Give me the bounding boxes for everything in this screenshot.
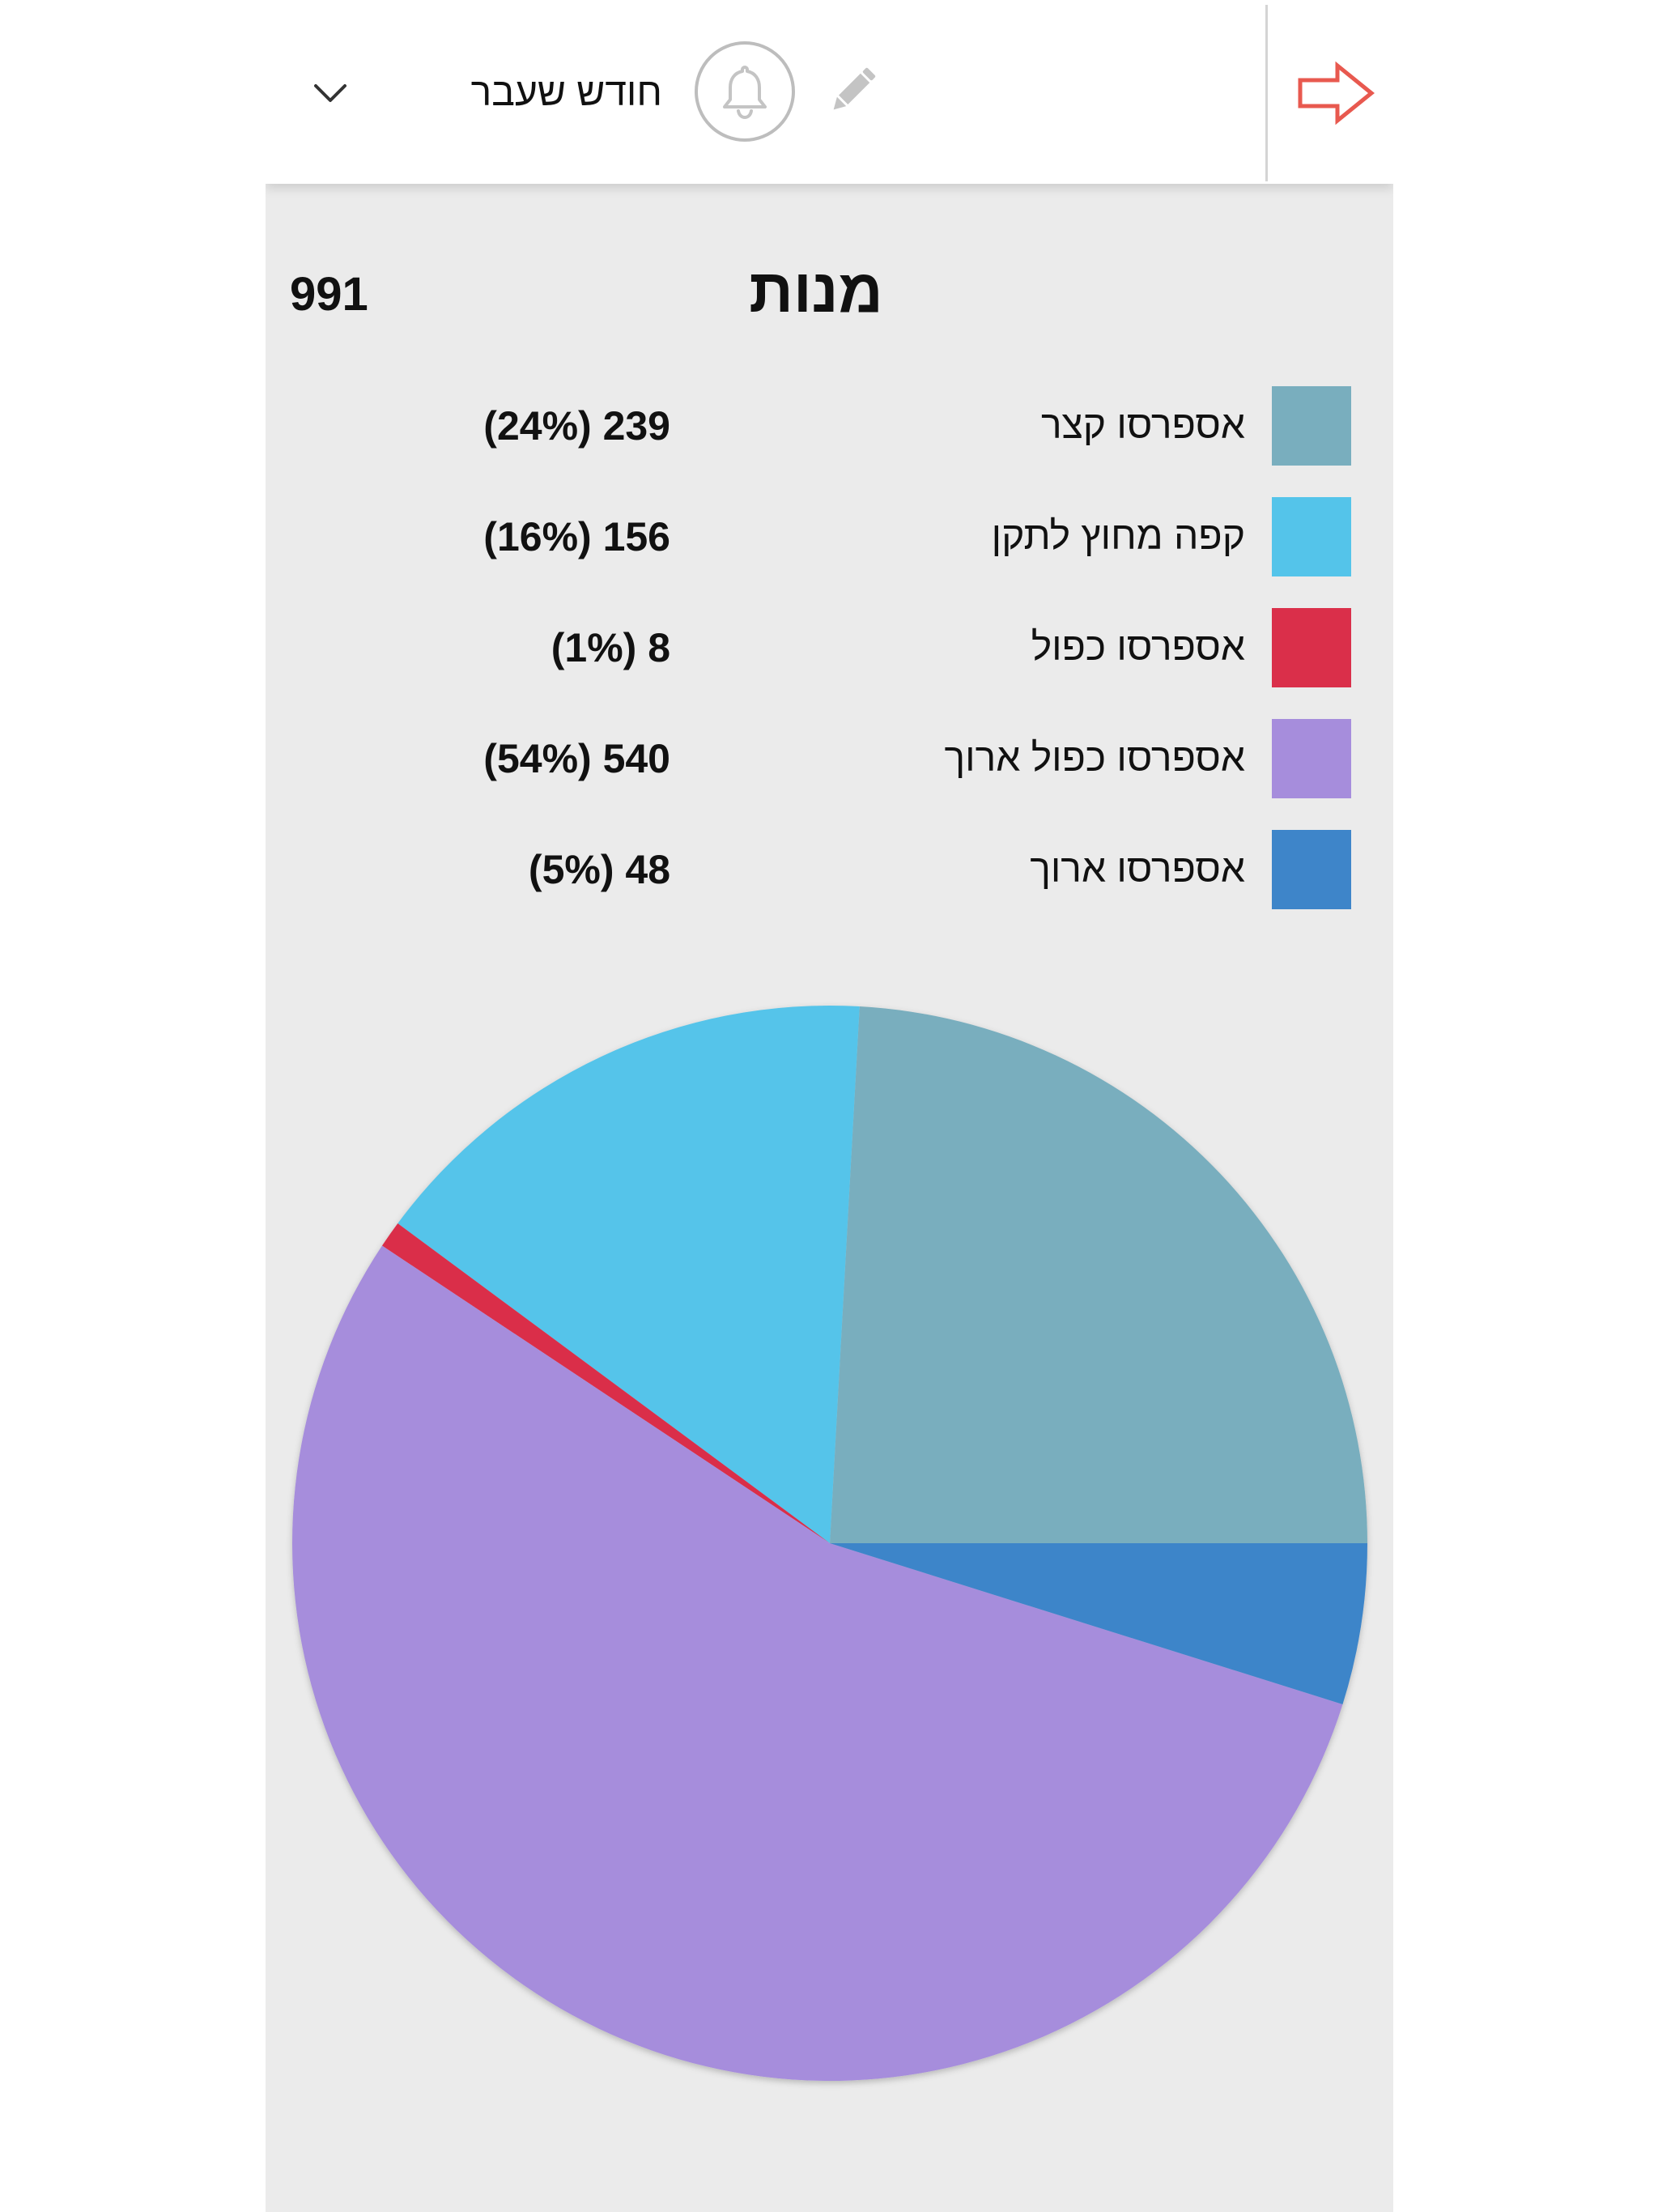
legend-item-name: אספרסו קצר: [1040, 404, 1245, 447]
edit-button[interactable]: [820, 58, 885, 123]
legend-item-name: אספרסו ארוך: [1030, 848, 1245, 891]
legend-item-value: (16%) 156: [483, 514, 670, 559]
app-screen: חודש שעבר מנות 991: [266, 0, 1393, 2212]
pie-slice-1[interactable]: [830, 1006, 1367, 1543]
legend-item: אספרסו ארוך (5%) 48: [266, 830, 1393, 911]
legend-item-name: קפה מחוץ לתקן: [991, 515, 1245, 558]
legend-item: קפה מחוץ לתקן (16%) 156: [266, 497, 1393, 578]
legend-item-value: (5%) 48: [528, 847, 670, 892]
legend-swatch: [1272, 497, 1351, 576]
arrow-right-icon: [1298, 61, 1375, 125]
legend-item-value: (24%) 239: [483, 403, 670, 449]
chart-legend: אספרסו קצר (24%) 239 קפה מחוץ לתקן (16%)…: [266, 0, 1393, 972]
legend-item-name: אספרסו כפול ארוך: [944, 737, 1245, 780]
legend-item-value: (1%) 8: [551, 625, 670, 670]
pie-slice-4[interactable]: [292, 1245, 1343, 2081]
section-title: מנות: [749, 257, 883, 325]
legend-swatch: [1272, 608, 1351, 687]
header-divider: [1265, 5, 1268, 181]
total-count: 991: [290, 268, 368, 321]
pie-slice-2[interactable]: [397, 1005, 860, 1543]
pie-chart: [292, 1005, 1367, 2081]
pie-slice-3[interactable]: [381, 1223, 830, 1543]
legend-swatch: [1272, 830, 1351, 909]
legend-item: אספרסו כפול ארוך (54%) 540: [266, 719, 1393, 800]
notifications-button[interactable]: [695, 41, 795, 142]
legend-item: אספרסו כפול (1%) 8: [266, 608, 1393, 689]
pie-slice-5[interactable]: [830, 1543, 1367, 1704]
legend-item-name: אספרסו כפול: [1031, 626, 1245, 669]
top-bar: חודש שעבר: [266, 0, 1393, 184]
legend-swatch: [1272, 386, 1351, 466]
period-selector-label[interactable]: חודש שעבר: [470, 71, 662, 114]
legend-swatch: [1272, 719, 1351, 798]
chevron-down-icon: [314, 84, 346, 102]
period-dropdown-toggle[interactable]: [306, 65, 355, 121]
pencil-icon: [833, 67, 876, 110]
bell-icon: [723, 66, 767, 120]
legend-item-value: (54%) 540: [483, 736, 670, 781]
back-button[interactable]: [1278, 32, 1393, 154]
legend-item: אספרסו קצר (24%) 239: [266, 386, 1393, 467]
